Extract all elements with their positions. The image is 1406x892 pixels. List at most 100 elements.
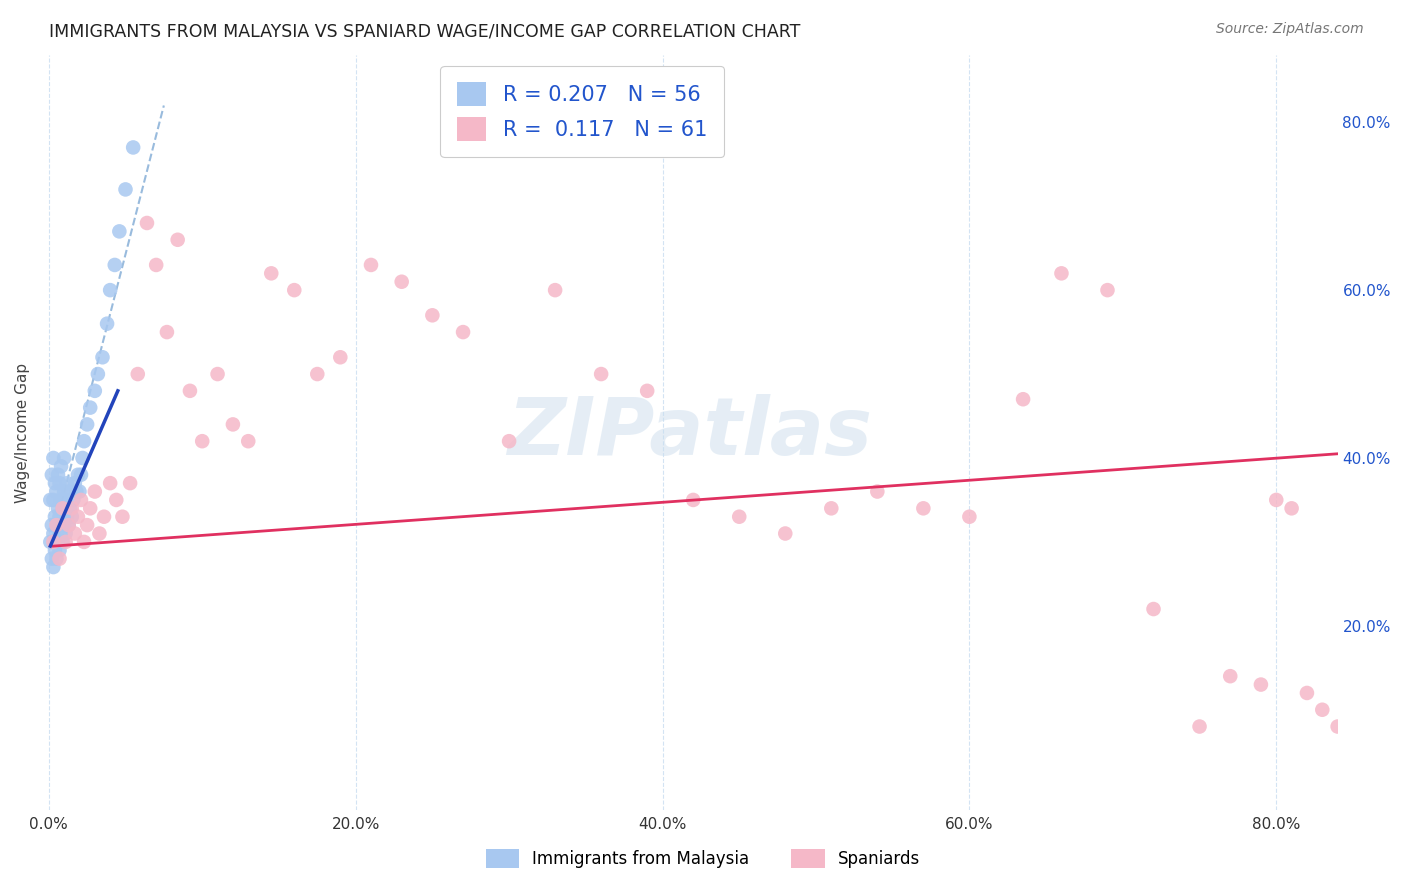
- Text: Source: ZipAtlas.com: Source: ZipAtlas.com: [1216, 22, 1364, 37]
- Point: [682, 492, 704, 507]
- Point: [66, 509, 89, 524]
- Point: [55, 535, 77, 549]
- Point: [55, 492, 77, 507]
- Point: [49, 526, 72, 541]
- Point: [283, 283, 305, 297]
- Point: [66, 467, 89, 482]
- Point: [70, 492, 93, 507]
- Point: [58, 518, 80, 533]
- Point: [108, 224, 131, 238]
- Point: [156, 325, 179, 339]
- Text: IMMIGRANTS FROM MALAYSIA VS SPANIARD WAGE/INCOME GAP CORRELATION CHART: IMMIGRANTS FROM MALAYSIA VS SPANIARD WAG…: [49, 22, 800, 40]
- Point: [820, 501, 842, 516]
- Point: [49, 492, 72, 507]
- Point: [422, 308, 444, 322]
- Point: [52, 501, 75, 516]
- Point: [56, 476, 79, 491]
- Point: [56, 509, 79, 524]
- Point: [957, 509, 980, 524]
- Point: [120, 476, 142, 491]
- Point: [60, 509, 83, 524]
- Point: [98, 283, 121, 297]
- Point: [93, 509, 115, 524]
- Point: [39, 492, 62, 507]
- Point: [451, 325, 474, 339]
- Point: [136, 216, 159, 230]
- Point: [912, 501, 935, 516]
- Point: [114, 182, 136, 196]
- Point: [166, 233, 188, 247]
- Point: [59, 501, 82, 516]
- Point: [360, 258, 382, 272]
- Point: [1326, 719, 1348, 733]
- Point: [70, 467, 93, 482]
- Point: [179, 384, 201, 398]
- Point: [45, 484, 67, 499]
- Point: [69, 484, 91, 499]
- Point: [41, 518, 63, 533]
- Point: [53, 484, 76, 499]
- Point: [105, 492, 128, 507]
- Point: [46, 501, 69, 516]
- Point: [775, 526, 797, 541]
- Point: [544, 283, 567, 297]
- Point: [52, 535, 75, 549]
- Point: [260, 266, 283, 280]
- Point: [48, 543, 70, 558]
- Point: [39, 535, 62, 549]
- Point: [207, 367, 229, 381]
- Point: [42, 560, 65, 574]
- Point: [1219, 669, 1241, 683]
- Point: [65, 484, 87, 499]
- Point: [238, 434, 260, 449]
- Point: [79, 401, 101, 415]
- Point: [498, 434, 520, 449]
- Point: [60, 501, 83, 516]
- Point: [73, 535, 96, 549]
- Point: [53, 450, 76, 465]
- Point: [42, 450, 65, 465]
- Point: [72, 450, 94, 465]
- Point: [1310, 703, 1333, 717]
- Point: [145, 258, 167, 272]
- Point: [45, 518, 67, 533]
- Point: [111, 509, 134, 524]
- Point: [42, 492, 65, 507]
- Point: [44, 543, 66, 558]
- Point: [87, 367, 110, 381]
- Point: [866, 484, 889, 499]
- Point: [1188, 719, 1211, 733]
- Point: [104, 258, 127, 272]
- Point: [48, 509, 70, 524]
- Point: [98, 476, 121, 491]
- Point: [53, 518, 76, 533]
- Point: [63, 476, 86, 491]
- Point: [45, 518, 67, 533]
- Point: [728, 509, 751, 524]
- Point: [1012, 392, 1035, 407]
- Point: [62, 492, 84, 507]
- Point: [42, 535, 65, 549]
- Point: [127, 367, 149, 381]
- Point: [48, 551, 70, 566]
- Point: [391, 275, 413, 289]
- Point: [55, 526, 77, 541]
- Point: [307, 367, 329, 381]
- Point: [44, 476, 66, 491]
- Point: [636, 384, 658, 398]
- Point: [222, 417, 245, 432]
- Point: [46, 467, 69, 482]
- Point: [591, 367, 613, 381]
- Point: [44, 509, 66, 524]
- Point: [122, 140, 145, 154]
- Point: [42, 526, 65, 541]
- Point: [45, 551, 67, 566]
- Point: [41, 551, 63, 566]
- Point: [49, 459, 72, 474]
- Point: [41, 467, 63, 482]
- Point: [1250, 677, 1272, 691]
- Point: [329, 351, 352, 365]
- Point: [58, 518, 80, 533]
- Point: [89, 526, 111, 541]
- Point: [191, 434, 214, 449]
